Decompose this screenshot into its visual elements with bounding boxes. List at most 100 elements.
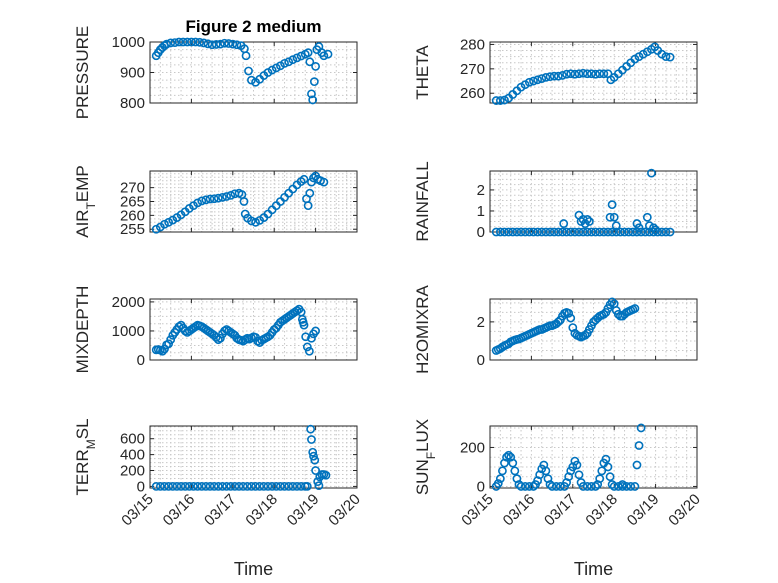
data-point bbox=[640, 227, 650, 237]
data-point bbox=[634, 441, 644, 450]
data-point bbox=[549, 227, 559, 237]
data-point bbox=[267, 482, 277, 491]
data-point bbox=[213, 482, 223, 491]
data-point bbox=[537, 227, 547, 237]
data-point bbox=[319, 177, 329, 187]
data-point bbox=[155, 482, 165, 491]
data-point bbox=[574, 470, 584, 480]
data-point bbox=[222, 192, 231, 201]
subplot-mixdepth: 0 1000 2000 MIXDEPTH bbox=[73, 286, 358, 373]
data-point bbox=[529, 76, 538, 86]
data-point bbox=[189, 482, 198, 491]
data-point bbox=[215, 333, 225, 343]
y-tick-label: 1000 bbox=[112, 34, 145, 51]
data-point bbox=[665, 227, 675, 237]
y-tick-label: 200 bbox=[460, 439, 485, 456]
data-point bbox=[632, 460, 642, 470]
data-point bbox=[574, 227, 584, 237]
data-point bbox=[578, 68, 588, 78]
data-point bbox=[607, 200, 617, 210]
data-point bbox=[597, 466, 607, 476]
y-tick-label: 255 bbox=[120, 221, 145, 238]
data-point bbox=[311, 326, 320, 336]
data-point bbox=[533, 227, 543, 237]
data-point bbox=[305, 57, 315, 67]
data-point bbox=[520, 482, 530, 491]
grid-sun_flux bbox=[490, 426, 697, 488]
data-point bbox=[642, 212, 652, 222]
data-point bbox=[520, 227, 530, 237]
data-point bbox=[296, 51, 306, 61]
data-point bbox=[226, 190, 236, 200]
data-point bbox=[209, 482, 219, 491]
data-point bbox=[228, 39, 238, 49]
data-point bbox=[553, 317, 563, 327]
data-point bbox=[616, 227, 625, 237]
subplot-rainfall: 0 1 2 RAINFALL bbox=[413, 161, 698, 242]
data-point bbox=[251, 482, 260, 491]
data-point bbox=[580, 330, 590, 340]
data-point bbox=[587, 227, 596, 237]
data-point bbox=[288, 55, 298, 65]
data-point bbox=[628, 227, 638, 237]
data-point bbox=[504, 450, 514, 460]
data-point bbox=[209, 194, 219, 204]
y-axis-label-sun_flux: SUNFLUX bbox=[413, 419, 438, 495]
data-point bbox=[304, 346, 314, 356]
data-point bbox=[595, 227, 605, 237]
data-point bbox=[493, 479, 503, 488]
data-point bbox=[502, 452, 511, 462]
data-point bbox=[241, 51, 251, 61]
data-point bbox=[284, 482, 294, 491]
data-point bbox=[162, 39, 171, 49]
data-point bbox=[578, 482, 588, 491]
data-point bbox=[321, 470, 331, 480]
data-point bbox=[541, 466, 551, 476]
data-point bbox=[230, 482, 240, 491]
data-point bbox=[305, 188, 315, 198]
data-point bbox=[609, 482, 619, 491]
data-point bbox=[574, 69, 584, 79]
data-point bbox=[302, 342, 312, 352]
data-point bbox=[553, 71, 563, 81]
data-point bbox=[587, 69, 596, 79]
data-point bbox=[599, 227, 609, 237]
y-axis-label-rainfall: RAINFALL bbox=[413, 161, 432, 241]
data-point bbox=[599, 69, 609, 79]
data-point bbox=[537, 74, 547, 83]
data-point bbox=[226, 482, 236, 491]
data-point bbox=[193, 482, 203, 491]
data-point bbox=[195, 37, 205, 47]
data-point bbox=[620, 227, 629, 237]
data-point bbox=[547, 482, 557, 491]
data-point bbox=[307, 435, 316, 444]
data-point bbox=[288, 482, 298, 491]
data-point bbox=[578, 227, 588, 237]
data-point bbox=[649, 227, 658, 237]
data-point bbox=[636, 423, 646, 433]
data-point bbox=[498, 466, 507, 476]
data-point bbox=[605, 212, 615, 222]
data-point bbox=[298, 317, 308, 327]
data-point bbox=[545, 227, 555, 237]
data-point bbox=[197, 196, 207, 206]
data-point bbox=[603, 462, 613, 472]
data-point bbox=[551, 482, 561, 491]
series-theta bbox=[491, 42, 675, 105]
data-point bbox=[634, 223, 644, 233]
data-point bbox=[296, 482, 306, 491]
y-tick-label: 800 bbox=[120, 95, 145, 112]
data-point bbox=[595, 474, 605, 484]
axes-box-sun_flux bbox=[489, 425, 698, 489]
data-point bbox=[247, 216, 256, 226]
y-tick-label: 260 bbox=[120, 207, 145, 224]
data-point bbox=[311, 62, 320, 71]
y-axis-label-h2omixra: H2OMIXRA bbox=[413, 284, 432, 373]
data-point bbox=[613, 482, 623, 491]
data-point bbox=[533, 75, 543, 85]
data-point bbox=[508, 458, 518, 468]
data-point bbox=[580, 219, 590, 228]
y-tick-label: 270 bbox=[460, 61, 485, 78]
